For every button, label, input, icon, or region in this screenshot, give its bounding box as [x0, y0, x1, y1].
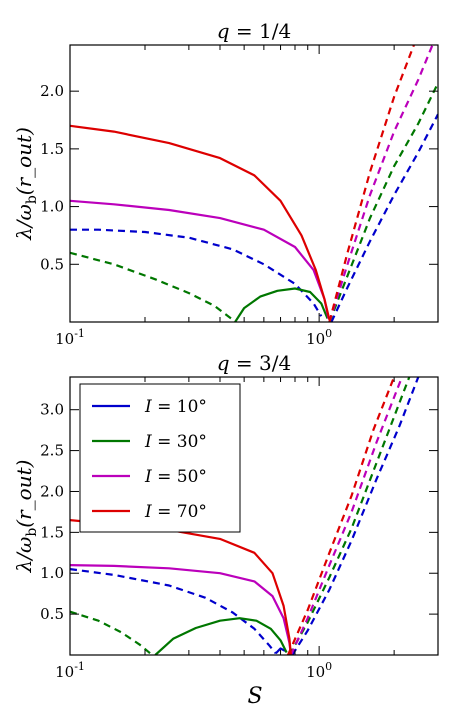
- series-line-9: [286, 377, 396, 655]
- x-tick-label: 100: [306, 660, 332, 681]
- y-tick-label: 1.5: [40, 140, 64, 158]
- y-axis-label: λ/ωb(r_out): [12, 460, 40, 574]
- series-line-6: [70, 564, 292, 655]
- series-line-3: [70, 610, 152, 655]
- legend-label: I = 10°: [144, 397, 207, 417]
- y-tick-label: 1.5: [40, 523, 64, 541]
- y-tick-label: 2.0: [40, 82, 64, 100]
- series-line-7: [289, 377, 404, 655]
- series-group: [70, 45, 438, 322]
- y-tick-label: 1.0: [40, 564, 64, 582]
- y-tick-label: 2.5: [40, 442, 64, 460]
- plot-frame: [69, 44, 439, 323]
- legend-label: I = 50°: [144, 467, 207, 487]
- x-tick-label: 100: [306, 327, 332, 348]
- y-tick-label: 2.0: [40, 482, 64, 500]
- y-tick-label: 3.0: [40, 401, 64, 419]
- series-line-2: [291, 377, 420, 655]
- y-tick-label: 0.5: [40, 605, 64, 623]
- series-line-0: [70, 228, 323, 317]
- series-line-6: [328, 45, 434, 322]
- series-line-3: [234, 287, 329, 322]
- legend-label: I = 70°: [144, 502, 207, 522]
- chart-title: q = 3/4: [217, 351, 291, 375]
- series-line-5: [288, 377, 411, 655]
- series-line-7: [70, 124, 331, 320]
- series-line-8: [328, 45, 415, 322]
- plot-frame: [69, 376, 439, 656]
- chart-bottom-q-3-4: 10-1 100 0.5 1.0 1.5 2.0 2.5 3.0 q = 3/4 λ/ωb(r_o…: [12, 351, 439, 681]
- y-axis-label: λ/ωb(r_out): [12, 127, 40, 241]
- x-tick-label: 10-1: [55, 327, 85, 348]
- y-tick-label: 1.0: [40, 198, 64, 216]
- y-tick-label: 0.5: [40, 255, 64, 273]
- series-line-1: [275, 647, 286, 655]
- series-line-1: [330, 113, 438, 322]
- series-line-4: [328, 82, 438, 322]
- series-line-5: [70, 199, 330, 319]
- legend-box: [79, 383, 241, 533]
- series-line-0: [70, 568, 277, 655]
- legend-label: I = 30°: [144, 432, 207, 452]
- series-group: [70, 377, 420, 655]
- series-line-4: [154, 617, 288, 655]
- chart-top-q-1-4: 10-1 100 0.5 1.0 1.5 2.0 q = 1/4 λ/ωb(r_out): [12, 19, 439, 348]
- chart-title: q = 1/4: [217, 19, 291, 43]
- x-axis-label: S: [247, 684, 262, 709]
- x-tick-label: 10-1: [55, 660, 85, 681]
- legend: I = 10° I = 30° I = 50° I = 70°: [79, 383, 241, 533]
- series-line-2: [70, 251, 234, 321]
